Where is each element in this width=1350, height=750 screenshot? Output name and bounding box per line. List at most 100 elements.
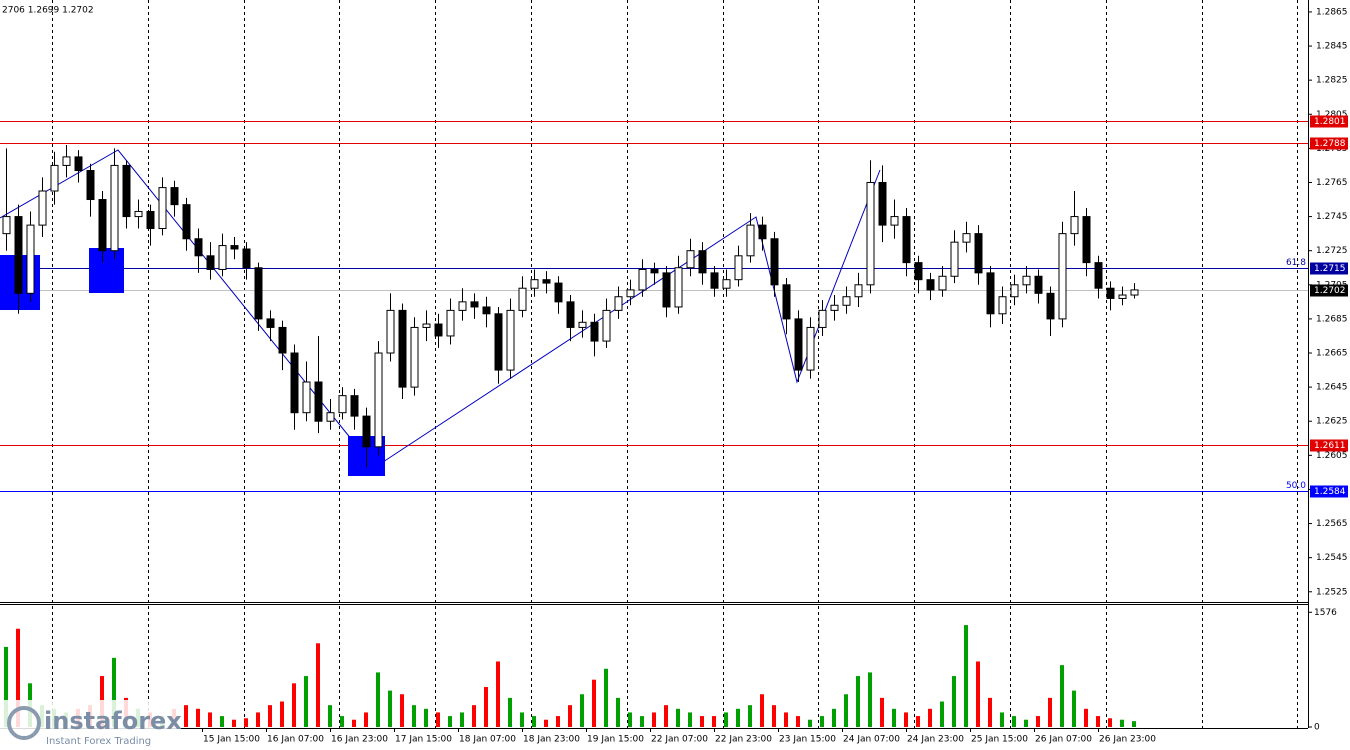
volume-bar: [1036, 716, 1040, 727]
y-tick-label: 1.2565: [1316, 519, 1348, 529]
level-price-box: [1310, 262, 1348, 275]
candle-body: [626, 289, 635, 298]
candle-body: [1058, 233, 1067, 320]
level-label: 50.0: [1286, 481, 1306, 491]
candle-body: [614, 296, 623, 311]
candle-body: [254, 267, 263, 320]
volume-bar: [796, 716, 800, 727]
volume-bar: [1108, 718, 1112, 727]
candle-body: [866, 181, 875, 286]
candle-body: [158, 187, 167, 230]
candle-body: [818, 309, 827, 328]
candle-body: [446, 309, 455, 337]
candle-body: [386, 309, 395, 354]
candle-body: [26, 224, 35, 294]
candle-body: [890, 216, 899, 226]
candle-body: [722, 279, 731, 289]
level-price-label: 1.2584: [1314, 487, 1346, 497]
x-tick-label: 24 Jan 23:00: [907, 735, 964, 745]
volume-bar: [412, 705, 416, 727]
candle-body: [494, 313, 503, 371]
level-price-box: [1310, 439, 1348, 452]
candle-body: [1046, 292, 1055, 320]
candle-body: [1034, 275, 1043, 294]
volume-bar: [1024, 719, 1028, 727]
candle-body: [182, 204, 191, 240]
volume-bar: [316, 643, 320, 727]
volume-bar: [628, 712, 632, 727]
candle-body: [1094, 262, 1103, 289]
y-tick-label: 1.2845: [1316, 42, 1348, 52]
volume-bar: [1132, 721, 1136, 727]
x-tick-label: 26 Jan 07:00: [1035, 735, 1092, 745]
candle-body: [218, 245, 227, 270]
candle-body: [974, 233, 983, 274]
volume-bar: [1072, 690, 1076, 727]
volume-bar: [388, 690, 392, 727]
volume-bar: [664, 705, 668, 727]
volume-bar: [892, 708, 896, 727]
candle-body: [110, 164, 119, 252]
candle-body: [290, 352, 299, 414]
y-tick-label: 1.2805: [1316, 110, 1348, 120]
candle-body: [350, 395, 359, 417]
candle-body: [530, 279, 539, 289]
volume-bar: [520, 712, 524, 727]
candle-body: [590, 321, 599, 342]
volume-bar: [640, 716, 644, 727]
candle-body: [662, 272, 671, 308]
candle-body: [566, 301, 575, 328]
candle-body: [770, 238, 779, 286]
candle-body: [938, 275, 947, 291]
candle-body: [746, 224, 755, 257]
y-tick-label: 1.2725: [1316, 246, 1348, 256]
x-tick-label: 18 Jan 23:00: [523, 735, 580, 745]
x-tick-label: 26 Jan 23:00: [1099, 735, 1156, 745]
watermark-brand: instaforex: [44, 707, 182, 735]
candle-body: [602, 309, 611, 342]
grid: [0, 0, 1308, 728]
x-tick-label: 16 Jan 23:00: [331, 735, 388, 745]
volume-bar: [784, 712, 788, 727]
volume-bar: [1012, 716, 1016, 727]
x-tick-label: 25 Jan 15:00: [971, 735, 1028, 745]
x-tick-label: 22 Jan 07:00: [651, 735, 708, 745]
volume-bar: [688, 712, 692, 727]
candle-body: [578, 321, 587, 328]
y-tick-label: 1.2825: [1316, 76, 1348, 86]
candle-body: [206, 255, 215, 270]
axis: 1.28651.28451.28251.28051.27851.27651.27…: [202, 7, 1348, 745]
candle-body: [38, 190, 47, 226]
y-tick-label: 1.2545: [1316, 553, 1348, 563]
volume-bar: [916, 716, 920, 727]
candle-body: [902, 216, 911, 264]
candle-body: [806, 326, 815, 371]
y-tick-label: 1.2865: [1316, 7, 1348, 17]
current-price-box: [1310, 284, 1348, 297]
candle-body: [686, 250, 695, 269]
volume-bar: [112, 657, 116, 727]
candle-body: [794, 318, 803, 371]
volume-bar: [328, 705, 332, 727]
volume-bar: [16, 628, 20, 727]
volume-bar: [292, 683, 296, 727]
candle-body: [470, 301, 479, 308]
candle-body: [62, 156, 71, 166]
candle-body: [518, 287, 527, 311]
level-price-label: 1.2801: [1314, 117, 1346, 127]
volume-bar: [592, 679, 596, 727]
candle-body: [362, 415, 371, 448]
candle-body: [482, 306, 491, 315]
x-tick-label: 24 Jan 07:00: [843, 735, 900, 745]
volume-bar: [1060, 665, 1064, 727]
volume-bar: [4, 646, 8, 727]
candle-body: [926, 279, 935, 291]
candle-body: [338, 395, 347, 414]
candle-body: [314, 381, 323, 422]
current-price-label: 1.2702: [1314, 286, 1346, 296]
volume-bar: [856, 676, 860, 727]
volume-bar: [376, 672, 380, 727]
volume-tick-label: 0: [1314, 723, 1320, 733]
